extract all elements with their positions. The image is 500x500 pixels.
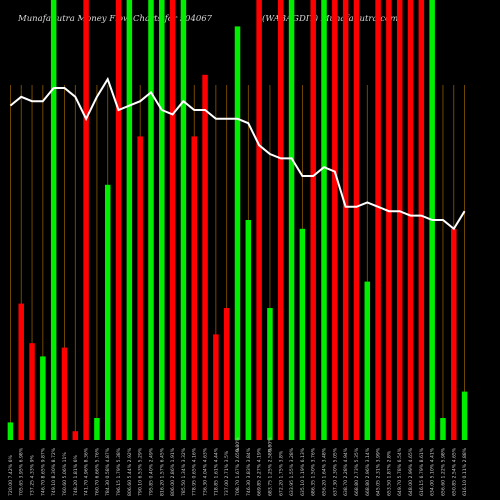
x-tick-label: 720.00 7.42% 6% — [8, 454, 14, 496]
volume-bar — [375, 0, 381, 440]
volume-bar — [245, 220, 252, 440]
x-tick-label: 806.00 2.86% 1.91% — [170, 447, 176, 496]
volume-bar — [126, 0, 133, 440]
volume-bar — [299, 228, 306, 440]
x-tick-label: 796.15 1.79% 5.38% — [116, 447, 122, 496]
x-tick-label: 669.85 2.27% 4.19% — [257, 447, 263, 496]
volume-bar — [213, 334, 219, 440]
volume-bar — [115, 0, 122, 440]
volume-bar — [332, 0, 338, 440]
x-tick-label: 616.10 0.11% 2.88% — [462, 447, 468, 496]
x-tick-label: 737.25 4.33% 9% — [30, 454, 36, 496]
volume-bar — [234, 26, 241, 441]
x-tick-label: 718.85 1.61% 4.44% — [213, 447, 219, 496]
x-tick-label: 634.00 5.10% 4.41% — [430, 447, 436, 496]
money-flow-line — [9, 76, 466, 231]
volume-bar — [278, 0, 284, 440]
chart-title-right: (WABAGDIY) MunafaSutra.com — [262, 14, 399, 24]
volume-bar — [169, 0, 176, 440]
volume-bar — [202, 74, 208, 441]
volume-bar — [386, 0, 392, 440]
volume-bar — [256, 0, 262, 440]
x-tick-label: 795.85 0.40% 2.49% — [148, 447, 154, 496]
volume-bar — [418, 0, 425, 440]
volume-bar — [104, 184, 111, 440]
x-tick-label: 656.60 1.22% 5.98% — [440, 447, 446, 496]
volume-bar — [353, 0, 360, 440]
volume-bar — [364, 281, 371, 440]
x-tick-label: 784.30 0.58% 4.87% — [105, 447, 111, 496]
volume-bar — [451, 228, 457, 440]
x-tick-label: 760.70 6.66% 5.76% — [94, 447, 100, 496]
x-tick-label: 672.20 1.75% 3.8% — [278, 450, 284, 496]
x-tick-label: 760.60 5.06% 11% — [62, 452, 68, 496]
volume-bar — [180, 0, 187, 440]
volume-bar — [461, 391, 468, 440]
x-tick-label: 736.30 4.04% 4.63% — [203, 447, 209, 496]
x-tick-label: 656.20 1.64% 3.48% — [322, 447, 328, 496]
x-tick-label: 778.95 0.65% 4.16% — [192, 447, 198, 496]
x-tick-label: 749.10 8.30% 8.72% — [51, 447, 57, 496]
volume-bar — [191, 136, 197, 440]
x-tick-label: 816.20 1.57% 6.45% — [159, 447, 165, 496]
volume-bar — [310, 0, 316, 440]
value-label: 0.80% — [267, 437, 273, 452]
volume-bar — [7, 422, 14, 440]
volume-bar — [396, 0, 403, 440]
x-tick-label: 748.20 1.81% 6% — [73, 454, 79, 496]
volume-bar — [72, 431, 79, 440]
volume-bar — [137, 136, 143, 440]
x-tick-label: 637.30 2.30% 5.05% — [332, 447, 338, 496]
x-tick-label: 683.75 1.25% 2.58% — [267, 447, 273, 496]
volume-bar — [267, 308, 273, 440]
chart-title-left: MunafaSutra Money Flow Charts for 504067 — [18, 14, 213, 24]
x-tick-label: 746.30 3.83% 3.84% — [246, 447, 252, 496]
x-tick-label: 649.70 5.78% 6.54% — [397, 447, 403, 496]
volume-bar — [29, 343, 35, 440]
volume-bar — [440, 418, 446, 440]
x-tick-label: 790.10 6.53% 5.29% — [138, 447, 144, 496]
x-tick-label: 645.05 2.31% 3.99% — [376, 447, 382, 496]
volume-bar — [18, 303, 24, 440]
x-tick-label: 648.00 2.99% 4.65% — [408, 447, 414, 496]
volume-bar — [288, 0, 295, 440]
volume-bar — [321, 0, 327, 440]
x-tick-label: 635.10 1.19% 6.13% — [300, 447, 306, 496]
x-tick-label: 668.80 2.96% 3.14% — [365, 447, 371, 496]
x-tick-label: 708.70 1.67% 2.65% — [235, 447, 241, 496]
volume-bar — [148, 0, 154, 440]
x-tick-label: 785.50 1.34% 3.32% — [181, 447, 187, 496]
x-tick-label: 686.35 1.50% 3.76% — [311, 447, 317, 496]
volume-bar — [83, 0, 89, 440]
volume-bar — [407, 0, 414, 440]
volume-bar — [94, 418, 100, 440]
x-tick-label: 737.00 2.71% 3.5% — [224, 450, 230, 496]
volume-bar — [223, 308, 230, 440]
x-tick-label: 806.60 5.44% 2.92% — [127, 447, 133, 496]
volume-bar — [159, 0, 165, 440]
volume-bar — [342, 0, 349, 440]
x-tick-label: 741.70 4.96% 8.36% — [84, 447, 90, 496]
value-label: 0.80% — [235, 437, 241, 452]
x-tick-label: 705.65 3.95% 6.98% — [19, 447, 25, 496]
x-tick-label: 650.85 2.54% 4.65% — [451, 447, 457, 496]
x-tick-label: 653.50 1.87% 2.8% — [386, 450, 392, 496]
x-tick-label: 746.70 8.65% 9.87% — [40, 447, 46, 496]
x-tick-label: 638.70 2.28% 4.94% — [343, 447, 349, 496]
volume-bar — [40, 356, 46, 440]
x-tick-label: 616.15 6.79% 8.61% — [419, 447, 425, 496]
x-tick-label: 668.80 2.73% 5.35% — [354, 447, 360, 496]
volume-bar — [61, 347, 68, 440]
x-tick-label: 633.95 1.55% 3.28% — [289, 447, 295, 496]
volume-bar — [50, 0, 57, 440]
